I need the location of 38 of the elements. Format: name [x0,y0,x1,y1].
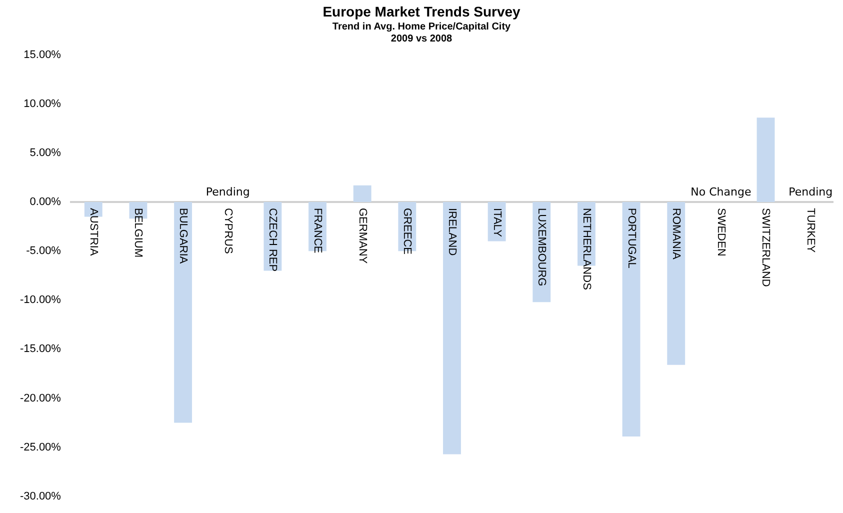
y-tick-label: -10.00% [20,294,62,306]
bar [667,202,686,365]
bar [622,202,640,437]
x-tick-label: PORTUGAL [625,208,638,268]
x-tick-label: AUSTRIA [87,208,100,256]
y-tick-label: -25.00% [20,441,62,454]
bar [353,185,372,202]
x-tick-label: CZECH REP [266,208,279,272]
bar [443,202,461,454]
y-tick-label: -30.00% [20,490,62,502]
x-tick-label: GERMANY [356,208,368,264]
x-tick-label: CYPRUS [222,208,234,254]
x-tick-label: IRELAND [446,208,458,256]
y-tick-label: -20.00% [20,392,62,404]
y-tick-label: 0.00% [30,196,62,208]
x-tick-label: SWITZERLAND [760,208,772,287]
annotation: Pending [788,185,833,198]
y-tick-label: 10.00% [24,98,62,110]
x-tick-label: FRANCE [311,208,324,254]
y-tick-label: 15.00% [24,48,62,61]
y-tick-label: -15.00% [20,343,62,356]
x-tick-label: ITALY [490,208,503,238]
x-tick-label: GREECE [401,208,414,254]
x-tick-label: NETHERLANDS [580,208,592,290]
chart-title: Europe Market Trends Survey [322,3,521,20]
x-tick-label: BULGARIA [177,208,190,264]
x-tick-label: LUXEMBOURG [536,208,548,286]
chart-subtitle: Trend in Avg. Home Price/Capital City 2009 vs 2008 [332,22,512,45]
x-tick-label: SWEDEN [714,208,727,256]
x-tick-label: ROMANIA [670,208,682,260]
bar [174,202,192,423]
bar [756,118,775,202]
y-tick-label: 5.00% [30,146,62,159]
annotation: Pending [206,185,250,198]
x-tick-label: BELGIUM [132,208,144,258]
annotation: No Change [690,185,752,198]
x-tick-label: TURKEY [804,208,817,254]
y-tick-label: -5.00% [26,245,62,258]
